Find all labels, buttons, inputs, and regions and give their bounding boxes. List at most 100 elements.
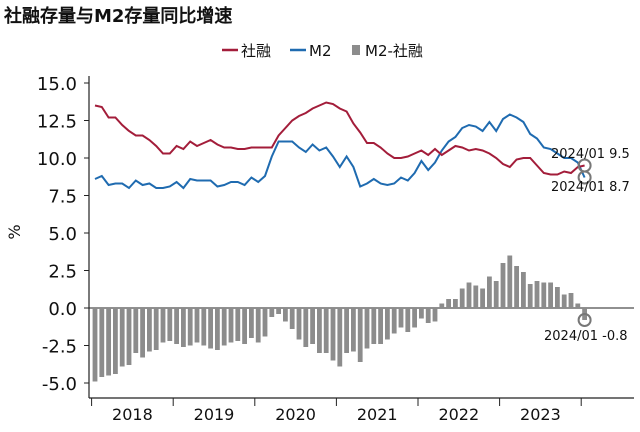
diff-bar <box>351 308 356 352</box>
annotation-marker <box>577 170 592 185</box>
diff-bar <box>527 284 533 308</box>
diff-bar <box>106 308 111 376</box>
diff-bar <box>92 308 98 382</box>
diff-bar <box>208 308 213 349</box>
legend-label: M2-社融 <box>365 42 423 60</box>
x-tick-label: 2020 <box>275 405 316 424</box>
diff-bar <box>364 308 370 349</box>
diff-bar <box>249 308 254 338</box>
annotation-marker <box>577 313 592 327</box>
diff-bar <box>357 308 363 362</box>
annotation-label: 2024/01 8.7 <box>551 180 630 195</box>
social-financing-line <box>94 101 585 176</box>
diff-bar <box>181 308 186 347</box>
diff-bar <box>473 285 479 308</box>
diff-bar <box>276 308 281 314</box>
diff-bar <box>296 308 302 340</box>
diff-bar <box>344 308 349 353</box>
diff-bar <box>221 308 227 346</box>
legend-item-social-financing: 社融 <box>222 42 271 60</box>
diff-bar <box>425 308 431 323</box>
diff-bar <box>446 299 451 308</box>
diff-bar <box>507 255 513 308</box>
diff-bar <box>235 308 241 341</box>
diff-bar <box>412 308 417 328</box>
diff-bar <box>568 293 574 308</box>
series-lines <box>94 101 586 190</box>
diff-bar <box>432 308 438 322</box>
diff-bar <box>255 308 261 343</box>
diff-bar <box>201 308 207 346</box>
diff-bar <box>269 308 275 317</box>
diff-bar <box>126 308 132 365</box>
diff-bar <box>398 308 404 328</box>
y-tick-label: 2.5 <box>48 262 77 283</box>
annotation-label: 2024/01 9.5 <box>551 147 630 162</box>
y-tick-label: 7.5 <box>48 187 77 208</box>
legend-label: 社融 <box>241 42 271 60</box>
diff-bar <box>194 308 200 343</box>
diff-bar <box>493 281 499 308</box>
diff-bar <box>575 303 581 308</box>
diff-bar <box>317 308 322 353</box>
diff-bar <box>289 308 295 329</box>
y-tick-label: -2.5 <box>42 337 77 358</box>
diff-bar <box>487 276 492 308</box>
diff-bar <box>405 308 411 332</box>
m2-line <box>94 113 586 190</box>
annotation-label: 2024/01 -0.8 <box>544 329 628 344</box>
annotations: 2024/01 9.5 2024/01 8.7 2024/01 -0.8 <box>544 147 630 344</box>
diff-bar <box>371 308 377 344</box>
x-tick-label: 2018 <box>112 405 153 424</box>
y-tick-label: 5.0 <box>48 224 77 245</box>
diff-bar <box>419 308 424 319</box>
diff-bar <box>160 308 166 343</box>
axes: 15.0 12.5 10.0 7.5 5.0 2.5 0.0 -2.5 -5.0% 2018 201… <box>5 74 634 424</box>
chart-title: 社融存量与M2存量同比增速 <box>4 6 233 27</box>
diff-bar <box>500 263 506 308</box>
diff-bar <box>303 308 309 347</box>
y-tick-label: 12.5 <box>37 112 77 133</box>
diff-bar <box>113 308 118 374</box>
diff-bar <box>337 308 343 367</box>
diff-bar <box>548 282 553 308</box>
diff-bar <box>466 282 472 308</box>
diff-bar <box>323 308 329 353</box>
diff-bar <box>541 282 547 308</box>
diff-bar <box>459 288 465 308</box>
diff-bar <box>133 308 139 353</box>
diff-bar <box>378 308 383 344</box>
diff-bar <box>187 308 193 346</box>
diff-bar <box>174 308 179 344</box>
diff-bar <box>521 272 526 308</box>
legend: 社融 M2 M2-社融 <box>222 42 423 60</box>
diff-bar <box>534 281 540 308</box>
diff-bar <box>391 308 397 334</box>
x-tick-label: 2022 <box>438 405 479 424</box>
diff-bar <box>330 308 336 361</box>
diff-bar <box>228 308 234 343</box>
diff-bar <box>119 308 125 367</box>
y-tick-label: 15.0 <box>37 74 77 95</box>
legend-item-m2: M2 <box>290 42 332 60</box>
diff-bar <box>167 308 173 341</box>
x-tick-label: 2021 <box>357 405 398 424</box>
diff-bar <box>555 287 560 308</box>
diff-bar <box>385 308 390 340</box>
diff-bar <box>514 266 519 308</box>
diff-bars <box>92 255 587 382</box>
diff-bar <box>99 308 105 377</box>
diff-bar <box>215 308 220 350</box>
diff-bar <box>147 308 152 352</box>
legend-item-diff: M2-社融 <box>352 42 423 60</box>
diff-bar <box>453 299 458 308</box>
legend-label: M2 <box>309 42 332 60</box>
x-tick-label: 2023 <box>520 405 561 424</box>
legend-swatch <box>352 45 360 55</box>
diff-bar <box>561 294 567 308</box>
y-tick-label: 10.0 <box>37 149 77 170</box>
y-axis-label: % <box>5 224 24 239</box>
diff-bar <box>283 308 288 322</box>
diff-bar <box>153 308 159 350</box>
